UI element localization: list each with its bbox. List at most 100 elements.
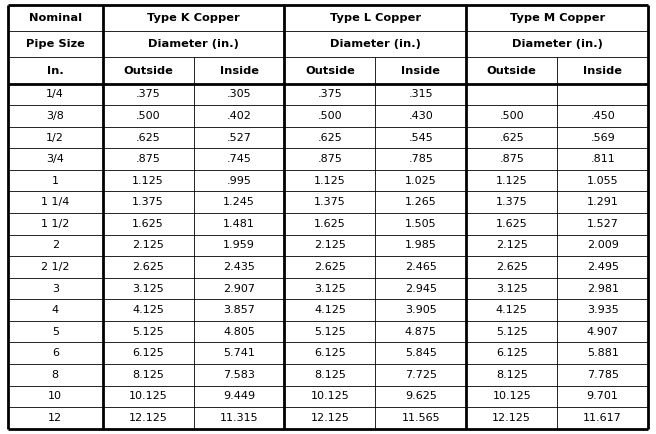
Text: 1.959: 1.959: [223, 240, 255, 250]
Text: 10: 10: [49, 391, 62, 401]
Text: .500: .500: [136, 111, 161, 121]
Text: 5.881: 5.881: [586, 348, 619, 358]
Text: .569: .569: [590, 132, 615, 142]
Text: 5.125: 5.125: [314, 327, 346, 337]
Text: .875: .875: [318, 154, 342, 164]
Text: 3/8: 3/8: [47, 111, 64, 121]
Text: .500: .500: [318, 111, 342, 121]
Text: 12.125: 12.125: [310, 413, 350, 423]
Text: .875: .875: [499, 154, 524, 164]
Text: Inside: Inside: [583, 66, 622, 76]
Text: 3.935: 3.935: [587, 305, 619, 315]
Text: .402: .402: [226, 111, 251, 121]
Text: 2.009: 2.009: [586, 240, 619, 250]
Text: Outside: Outside: [487, 66, 537, 76]
Text: 3.125: 3.125: [133, 283, 164, 293]
Text: 9.449: 9.449: [223, 391, 255, 401]
Text: Diameter (in.): Diameter (in.): [330, 39, 420, 49]
Text: 2.435: 2.435: [223, 262, 255, 272]
Text: Nominal: Nominal: [29, 13, 82, 23]
Text: 4.907: 4.907: [586, 327, 619, 337]
Text: .625: .625: [318, 132, 342, 142]
Text: Outside: Outside: [305, 66, 355, 76]
Text: 10.125: 10.125: [310, 391, 349, 401]
Text: 1.375: 1.375: [314, 197, 346, 207]
Text: .500: .500: [499, 111, 524, 121]
Text: 5.741: 5.741: [223, 348, 255, 358]
Text: 1.245: 1.245: [223, 197, 255, 207]
Text: 2.465: 2.465: [405, 262, 437, 272]
Text: 10.125: 10.125: [493, 391, 531, 401]
Text: 1.291: 1.291: [586, 197, 619, 207]
Text: .785: .785: [409, 154, 433, 164]
Text: .545: .545: [409, 132, 433, 142]
Text: 12.125: 12.125: [129, 413, 167, 423]
Text: 1.985: 1.985: [405, 240, 437, 250]
Text: 11.315: 11.315: [220, 413, 258, 423]
Text: 1.025: 1.025: [405, 176, 437, 186]
Text: .625: .625: [499, 132, 524, 142]
Text: 1/4: 1/4: [47, 89, 64, 99]
Text: Diameter (in.): Diameter (in.): [512, 39, 603, 49]
Text: 1.265: 1.265: [405, 197, 437, 207]
Text: 8: 8: [52, 370, 59, 380]
Text: 1.375: 1.375: [133, 197, 164, 207]
Text: Diameter (in.): Diameter (in.): [148, 39, 239, 49]
Text: In.: In.: [47, 66, 64, 76]
Text: .375: .375: [318, 89, 342, 99]
Text: 1.055: 1.055: [587, 176, 619, 186]
Text: 12.125: 12.125: [492, 413, 531, 423]
Text: 12: 12: [48, 413, 62, 423]
Text: .315: .315: [409, 89, 433, 99]
Text: 10.125: 10.125: [129, 391, 167, 401]
Text: .375: .375: [136, 89, 161, 99]
Text: 2.625: 2.625: [496, 262, 527, 272]
Text: 2.907: 2.907: [223, 283, 255, 293]
Text: 2.945: 2.945: [405, 283, 437, 293]
Text: 7.583: 7.583: [223, 370, 255, 380]
Text: 1.375: 1.375: [496, 197, 527, 207]
Text: 9.625: 9.625: [405, 391, 437, 401]
Text: 4.125: 4.125: [132, 305, 164, 315]
Text: 5.125: 5.125: [133, 327, 164, 337]
Text: 2.625: 2.625: [314, 262, 346, 272]
Text: Pipe Size: Pipe Size: [26, 39, 85, 49]
Text: Type M Copper: Type M Copper: [510, 13, 605, 23]
Text: 1.125: 1.125: [496, 176, 527, 186]
Text: .995: .995: [226, 176, 251, 186]
Text: 5.125: 5.125: [496, 327, 527, 337]
Text: 1 1/2: 1 1/2: [41, 219, 70, 229]
Text: 6.125: 6.125: [496, 348, 527, 358]
Text: .450: .450: [590, 111, 615, 121]
Text: 1.625: 1.625: [314, 219, 346, 229]
Text: 1/2: 1/2: [47, 132, 64, 142]
Text: Outside: Outside: [123, 66, 173, 76]
Text: 2.125: 2.125: [314, 240, 346, 250]
Text: 7.785: 7.785: [586, 370, 619, 380]
Text: 8.125: 8.125: [496, 370, 527, 380]
Text: 2.981: 2.981: [586, 283, 619, 293]
Text: 2: 2: [52, 240, 59, 250]
Text: 4.125: 4.125: [496, 305, 527, 315]
Text: .625: .625: [136, 132, 161, 142]
Text: 2.125: 2.125: [496, 240, 527, 250]
Text: Type K Copper: Type K Copper: [147, 13, 240, 23]
Text: .527: .527: [226, 132, 251, 142]
Text: .745: .745: [226, 154, 251, 164]
Text: 3.125: 3.125: [496, 283, 527, 293]
Text: 8.125: 8.125: [132, 370, 164, 380]
Text: 3: 3: [52, 283, 59, 293]
Text: 4.805: 4.805: [223, 327, 255, 337]
Text: 1.505: 1.505: [405, 219, 437, 229]
Text: 5.845: 5.845: [405, 348, 437, 358]
Text: 1.125: 1.125: [133, 176, 164, 186]
Text: 3/4: 3/4: [47, 154, 64, 164]
Text: 5: 5: [52, 327, 59, 337]
Text: 2 1/2: 2 1/2: [41, 262, 70, 272]
Text: 1: 1: [52, 176, 59, 186]
Text: Type L Copper: Type L Copper: [330, 13, 421, 23]
Text: Inside: Inside: [401, 66, 440, 76]
Text: 6: 6: [52, 348, 59, 358]
Text: 2.625: 2.625: [132, 262, 164, 272]
Text: 1.125: 1.125: [314, 176, 346, 186]
